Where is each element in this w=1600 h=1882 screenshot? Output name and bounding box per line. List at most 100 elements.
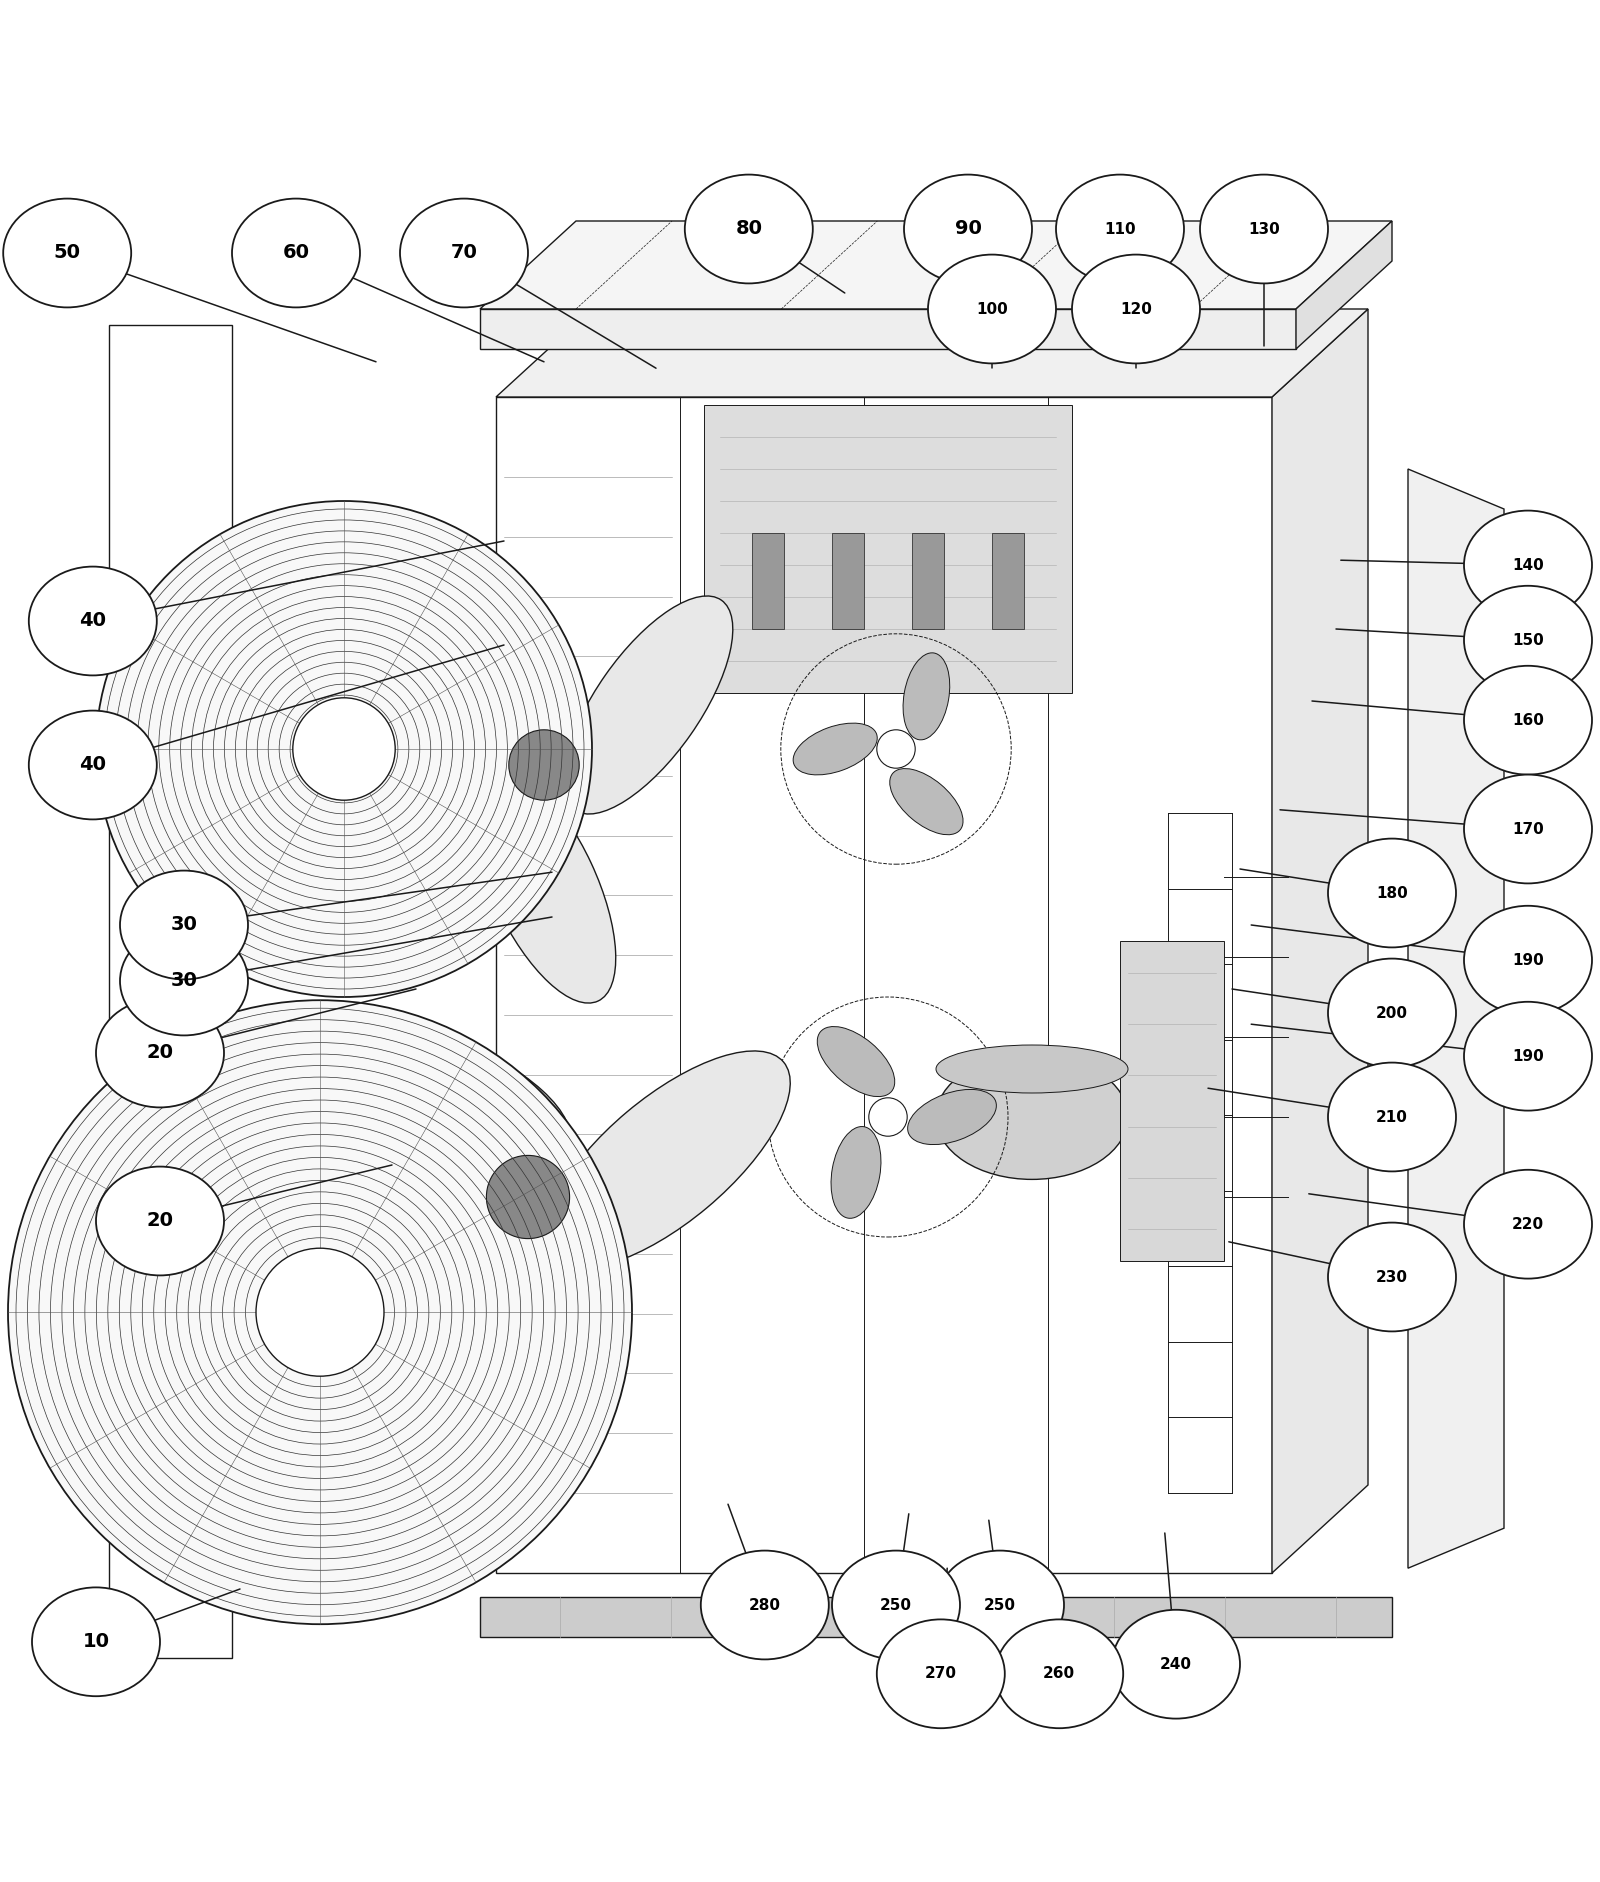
Text: 30: 30 [171,971,197,990]
Text: 230: 230 [1376,1270,1408,1285]
Bar [752,533,784,629]
Text: 80: 80 [736,220,762,239]
Ellipse shape [400,199,528,307]
Bar [992,533,1024,629]
Text: 200: 200 [1376,1005,1408,1020]
Text: 110: 110 [1104,222,1136,237]
Text: 220: 220 [1512,1216,1544,1231]
Ellipse shape [1464,585,1592,694]
Text: 180: 180 [1376,886,1408,900]
Text: 20: 20 [147,1212,173,1231]
Bar [480,1598,1392,1637]
Polygon shape [1296,220,1392,348]
Circle shape [96,501,592,997]
Circle shape [293,698,395,800]
Circle shape [869,1097,907,1137]
Text: 40: 40 [80,612,106,630]
Text: 130: 130 [1248,222,1280,237]
Text: 120: 120 [1120,301,1152,316]
Text: 30: 30 [171,915,197,935]
Polygon shape [1272,309,1368,1573]
Text: 40: 40 [80,755,106,775]
Ellipse shape [701,1551,829,1660]
Text: 150: 150 [1512,632,1544,647]
Ellipse shape [995,1619,1123,1728]
Ellipse shape [29,711,157,819]
Text: 240: 240 [1160,1656,1192,1671]
Ellipse shape [1072,254,1200,363]
Text: 160: 160 [1512,713,1544,728]
Ellipse shape [936,1551,1064,1660]
Circle shape [486,1156,570,1238]
Bar [1120,941,1224,1261]
Ellipse shape [1328,1223,1456,1331]
Bar [912,533,944,629]
Ellipse shape [120,871,248,979]
Polygon shape [480,220,1392,309]
Ellipse shape [120,926,248,1035]
Ellipse shape [1464,666,1592,775]
Ellipse shape [472,768,616,1003]
Ellipse shape [544,1050,790,1268]
Ellipse shape [1200,175,1328,284]
Ellipse shape [29,566,157,676]
Ellipse shape [928,254,1056,363]
Polygon shape [1408,469,1504,1568]
Ellipse shape [902,653,950,740]
Ellipse shape [890,768,963,836]
Text: 140: 140 [1512,557,1544,572]
Polygon shape [496,309,1368,397]
Text: 280: 280 [749,1598,781,1613]
Ellipse shape [1056,175,1184,284]
Text: 10: 10 [83,1632,109,1651]
Ellipse shape [936,1054,1128,1180]
Ellipse shape [830,1127,882,1218]
Bar [832,533,864,629]
Text: 170: 170 [1512,822,1544,836]
Ellipse shape [1464,775,1592,883]
Ellipse shape [563,597,733,815]
Ellipse shape [832,1551,960,1660]
Ellipse shape [1464,905,1592,1014]
Text: 20: 20 [147,1043,173,1063]
Ellipse shape [282,1016,571,1174]
Ellipse shape [1328,839,1456,947]
Circle shape [877,730,915,768]
Ellipse shape [1328,1063,1456,1171]
Circle shape [8,999,632,1624]
Text: 270: 270 [925,1666,957,1681]
Ellipse shape [96,1167,224,1276]
Ellipse shape [818,1026,894,1097]
Ellipse shape [1464,510,1592,619]
Ellipse shape [685,175,813,284]
Text: 210: 210 [1376,1110,1408,1125]
Text: 190: 190 [1512,1048,1544,1063]
Text: 250: 250 [984,1598,1016,1613]
Ellipse shape [1328,958,1456,1067]
Ellipse shape [907,1090,997,1144]
Polygon shape [480,309,1296,348]
Text: 90: 90 [955,220,981,239]
Text: 260: 260 [1043,1666,1075,1681]
Ellipse shape [904,175,1032,284]
Text: 250: 250 [880,1598,912,1613]
Text: 100: 100 [976,301,1008,316]
Ellipse shape [794,723,877,775]
Ellipse shape [936,1045,1128,1093]
Circle shape [509,730,579,800]
Text: 70: 70 [451,243,477,262]
Ellipse shape [32,1587,160,1696]
Ellipse shape [1112,1609,1240,1718]
Bar [704,405,1072,693]
Text: 60: 60 [283,243,309,262]
Text: 50: 50 [54,243,80,262]
Ellipse shape [1464,1171,1592,1278]
Ellipse shape [877,1619,1005,1728]
Ellipse shape [3,199,131,307]
Ellipse shape [1464,1001,1592,1110]
Ellipse shape [96,999,224,1107]
Text: 190: 190 [1512,952,1544,967]
Ellipse shape [312,651,568,758]
Ellipse shape [232,199,360,307]
Circle shape [256,1248,384,1376]
